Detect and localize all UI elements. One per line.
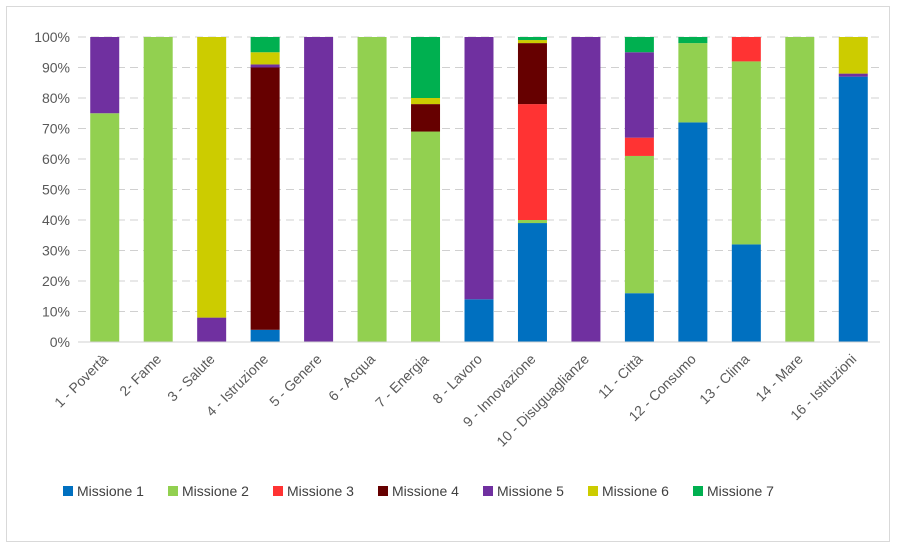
legend-label: Missione 6	[602, 483, 669, 499]
y-tick-label: 70%	[42, 121, 70, 137]
bar-segment	[517, 37, 547, 41]
y-tick-label: 90%	[42, 60, 70, 76]
bar-segment	[197, 37, 227, 318]
bar-segment	[250, 329, 280, 342]
bar-segment	[571, 37, 601, 342]
category-label: 11 - Città	[595, 351, 646, 402]
y-tick-label: 40%	[42, 212, 70, 228]
bar-segment	[731, 244, 761, 342]
category-label: 6 - Acqua	[325, 351, 378, 404]
bar-segment	[464, 37, 494, 300]
bar-segment	[517, 43, 547, 105]
legend-label: Missione 5	[497, 483, 564, 499]
bar-segment	[464, 299, 494, 342]
legend-label: Missione 2	[182, 483, 249, 499]
bar-segment	[304, 37, 334, 342]
y-tick-label: 0%	[50, 334, 70, 350]
category-label: 5 - Genere	[266, 351, 325, 410]
bar-segment	[785, 37, 815, 342]
bar-segment	[624, 37, 654, 53]
bar-segment	[838, 73, 868, 77]
y-tick-label: 100%	[34, 29, 70, 45]
legend-swatch	[588, 486, 598, 496]
legend-swatch	[483, 486, 493, 496]
bars	[90, 37, 868, 343]
bar-segment	[250, 37, 280, 53]
bar-segment	[517, 40, 547, 44]
legend-label: Missione 1	[77, 483, 144, 499]
bar-segment	[838, 37, 868, 74]
category-label: 10 - Disuguaglianze	[493, 351, 592, 450]
y-tick-label: 50%	[42, 182, 70, 198]
y-tick-label: 20%	[42, 273, 70, 289]
bar-segment	[411, 98, 441, 105]
y-tick-label: 60%	[42, 151, 70, 167]
legend: Missione 1 Missione 2 Missione 3 Missione 4…	[63, 483, 774, 499]
bar-segment	[250, 67, 280, 330]
legend-label: Missione 4	[392, 483, 459, 499]
legend-swatch	[693, 486, 703, 496]
y-tick-label: 10%	[42, 304, 70, 320]
bar-segment	[411, 37, 441, 98]
bar-segment	[624, 293, 654, 342]
legend-swatch	[378, 486, 388, 496]
category-label: 2- Fame	[116, 351, 164, 399]
legend-swatch	[273, 486, 283, 496]
category-label: 14 - Mare	[752, 351, 806, 405]
bar-segment	[197, 317, 227, 342]
category-label: 8 - Lavoro	[429, 351, 485, 407]
bar-segment	[250, 52, 280, 65]
bar-segment	[838, 76, 868, 343]
legend-label: Missione 3	[287, 483, 354, 499]
bar-segment	[90, 37, 120, 114]
bar-segment	[731, 37, 761, 62]
bar-segment	[517, 223, 547, 342]
bar-segment	[143, 37, 173, 342]
category-label: 1 - Povertà	[51, 351, 111, 411]
legend-label: Missione 7	[707, 483, 774, 499]
bar-segment	[90, 113, 120, 342]
category-label: 3 - Salute	[164, 351, 218, 405]
bar-segment	[357, 37, 387, 342]
bar-segment	[517, 220, 547, 224]
bar-segment	[731, 61, 761, 245]
bar-segment	[624, 52, 654, 138]
legend-swatch	[168, 486, 178, 496]
bar-segment	[678, 43, 708, 123]
bar-segment	[624, 155, 654, 294]
bar-segment	[517, 104, 547, 220]
bar-segment	[678, 37, 708, 44]
category-label: 13 - Clima	[696, 351, 753, 408]
bar-segment	[411, 131, 441, 342]
legend-swatch	[63, 486, 73, 496]
y-tick-label: 80%	[42, 90, 70, 106]
bar-segment	[678, 122, 708, 343]
y-tick-label: 30%	[42, 243, 70, 259]
bar-segment	[411, 104, 441, 132]
bar-segment	[250, 64, 280, 68]
bar-segment	[624, 137, 654, 156]
category-label: 7 - Energia	[372, 351, 432, 411]
y-axis-ticks: 0% 10% 20% 30% 40% 50% 60% 70% 80% 90% 100%	[34, 29, 70, 350]
